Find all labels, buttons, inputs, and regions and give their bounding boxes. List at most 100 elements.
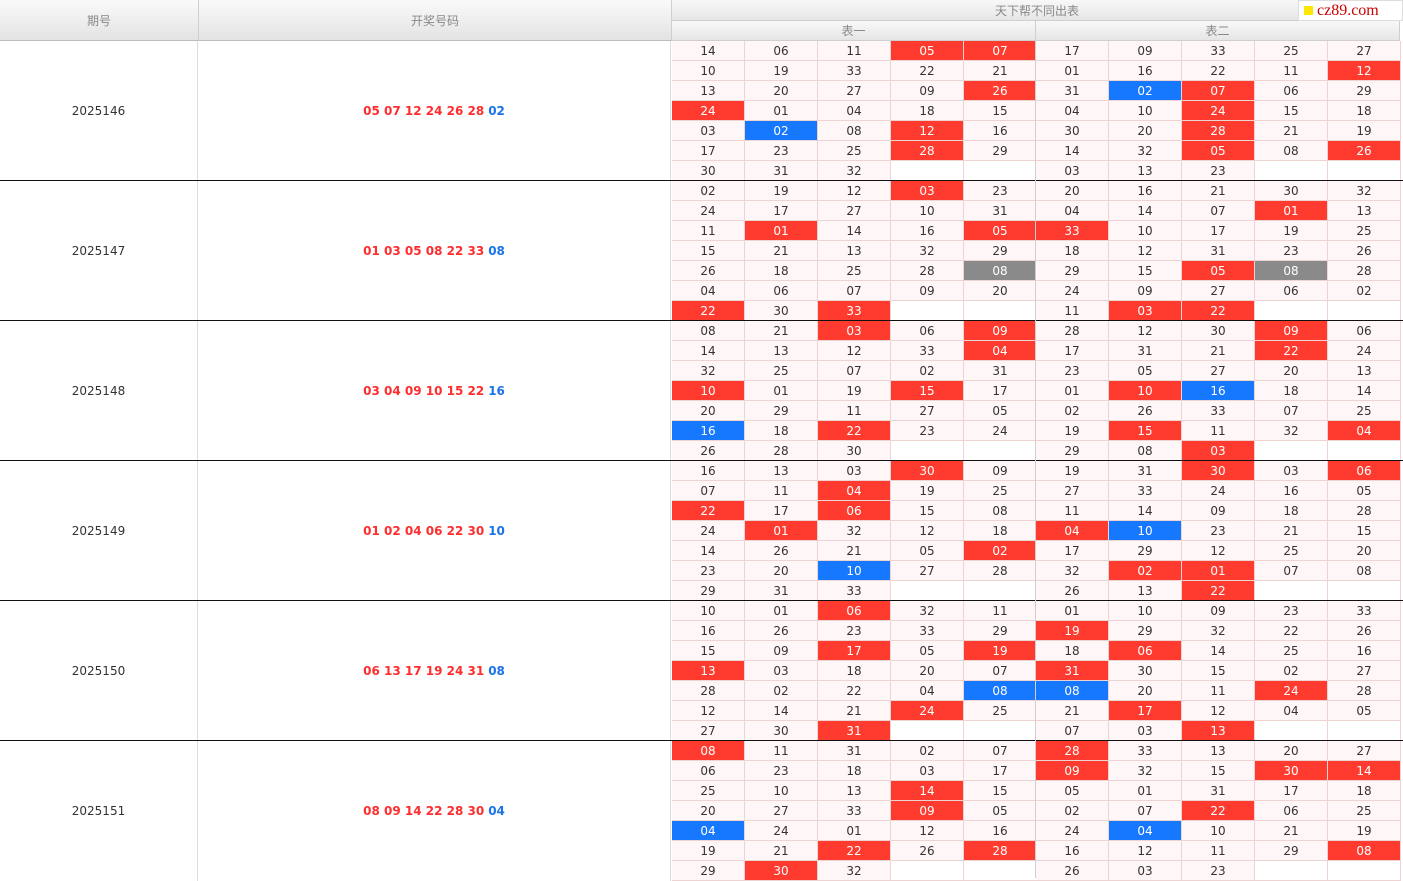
- table2-cell: 18: [1036, 641, 1109, 661]
- table1-cell: 06: [745, 281, 818, 301]
- table1-cell: 09: [891, 801, 964, 821]
- table1-cell: 17: [964, 761, 1037, 781]
- table2-cell: 13: [1328, 201, 1401, 221]
- table2-cell: 27: [1328, 661, 1401, 681]
- table2-cell: 23: [1255, 601, 1328, 621]
- table2-cell: 21: [1255, 121, 1328, 141]
- table2-cell: 11: [1036, 501, 1109, 521]
- table1-cell: 04: [964, 341, 1037, 361]
- table1-cell: 17: [964, 381, 1037, 401]
- table1-header: 表一: [672, 21, 1036, 41]
- table2-cell: 08: [1328, 561, 1401, 581]
- table1-cell: 07: [672, 481, 745, 501]
- table2-cell: [1255, 441, 1328, 461]
- table1-cell: 31: [964, 361, 1037, 381]
- table2-cell: 25: [1255, 641, 1328, 661]
- table2-cell: 01: [1036, 601, 1109, 621]
- table1-cell: 08: [964, 681, 1037, 701]
- table2-cell: 23: [1182, 861, 1255, 881]
- table1-cell: 21: [964, 61, 1037, 81]
- table2-cell: 02: [1036, 801, 1109, 821]
- table2-cell: 12: [1182, 541, 1255, 561]
- table2-cell: 18: [1036, 241, 1109, 261]
- row-divider: [0, 600, 1403, 601]
- table2-cell: 32: [1255, 421, 1328, 441]
- table2-cell: 05: [1328, 481, 1401, 501]
- blue-ball: 10: [488, 524, 505, 538]
- table2-cell: 01: [1182, 561, 1255, 581]
- red-balls: 05 07 12 24 26 28: [363, 104, 485, 118]
- table1-cell: 05: [964, 801, 1037, 821]
- table2-cell: 28: [1328, 501, 1401, 521]
- table1-cell: [891, 721, 964, 741]
- table2-cell: 07: [1255, 561, 1328, 581]
- table2-cell: 33: [1109, 481, 1182, 501]
- table2-cell: 30: [1182, 461, 1255, 481]
- table2-cell: 04: [1036, 201, 1109, 221]
- table1-cell: 18: [818, 761, 891, 781]
- table2-cell: [1328, 301, 1401, 321]
- table2-cell: 09: [1109, 41, 1182, 61]
- table1-cell: 12: [818, 341, 891, 361]
- table1-cell: [891, 441, 964, 461]
- table2-cell: 01: [1255, 201, 1328, 221]
- table1-cell: 19: [672, 841, 745, 861]
- table1-cell: 24: [745, 821, 818, 841]
- table1-cell: 31: [964, 201, 1037, 221]
- table2-cell: 03: [1182, 441, 1255, 461]
- table1-cell: 07: [818, 361, 891, 381]
- table2-cell: 18: [1328, 101, 1401, 121]
- table2-cell: 19: [1036, 461, 1109, 481]
- table2-cell: 03: [1255, 461, 1328, 481]
- table2-cell: 07: [1036, 721, 1109, 741]
- site-logo[interactable]: cz89.com: [1298, 0, 1403, 21]
- table1-cell: [891, 161, 964, 181]
- table2-cell: 17: [1255, 781, 1328, 801]
- table2-cell: 04: [1255, 701, 1328, 721]
- table1-cell: 24: [672, 201, 745, 221]
- table1-cell: 16: [672, 621, 745, 641]
- table2-cell: 05: [1036, 781, 1109, 801]
- table1-cell: 23: [745, 141, 818, 161]
- table2-cell: 05: [1182, 141, 1255, 161]
- table1-cell: 08: [964, 261, 1037, 281]
- table1-cell: 11: [672, 221, 745, 241]
- table2-cell: 10: [1109, 221, 1182, 241]
- table1-cell: [964, 721, 1037, 741]
- table2-cell: 15: [1182, 661, 1255, 681]
- table1-cell: 19: [745, 181, 818, 201]
- table1-cell: 19: [818, 381, 891, 401]
- table2-cell: 04: [1109, 821, 1182, 841]
- table1-cell: 01: [745, 221, 818, 241]
- table2-cell: 28: [1328, 681, 1401, 701]
- table2-cell: 14: [1328, 761, 1401, 781]
- table2-cell: 06: [1109, 641, 1182, 661]
- table1-cell: 31: [818, 721, 891, 741]
- table1-cell: 13: [672, 81, 745, 101]
- table1-cell: 13: [818, 241, 891, 261]
- table2-cell: 21: [1255, 821, 1328, 841]
- table1-cell: 06: [745, 41, 818, 61]
- table1-cell: 03: [745, 661, 818, 681]
- table2-cell: 12: [1109, 241, 1182, 261]
- table1-cell: 23: [964, 181, 1037, 201]
- table1-cell: 04: [672, 821, 745, 841]
- table1-cell: 03: [891, 181, 964, 201]
- table2-cell: 31: [1109, 461, 1182, 481]
- table2-cell: 02: [1255, 661, 1328, 681]
- table1-cell: 05: [964, 401, 1037, 421]
- period-row: 2025149 01 02 04 06 22 30 10 16 13 03 30 09 07 11…: [0, 461, 1403, 601]
- table1-cell: 15: [672, 641, 745, 661]
- table1-cell: 17: [672, 141, 745, 161]
- table2-cell: 06: [1328, 461, 1401, 481]
- table2-cell: 10: [1109, 521, 1182, 541]
- table1-cell: [891, 861, 964, 881]
- table1-cell: [964, 301, 1037, 321]
- table1-cell: 29: [672, 861, 745, 881]
- table1-cell: 30: [672, 161, 745, 181]
- table1-cell: 09: [964, 461, 1037, 481]
- table1-cell: 25: [818, 141, 891, 161]
- table1-cell: 14: [672, 41, 745, 61]
- red-balls: 01 02 04 06 22 30: [363, 524, 485, 538]
- table1-cell: 19: [891, 481, 964, 501]
